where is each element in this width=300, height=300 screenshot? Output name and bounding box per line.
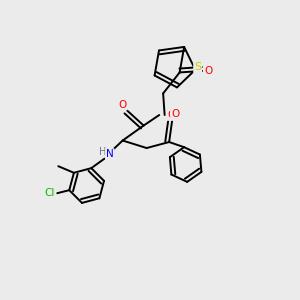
Text: Cl: Cl	[45, 188, 55, 198]
Text: S: S	[194, 62, 201, 72]
Text: H: H	[100, 147, 107, 157]
Text: O: O	[118, 100, 127, 110]
Text: O: O	[171, 109, 179, 119]
Text: O: O	[205, 66, 213, 76]
Text: N: N	[106, 149, 114, 159]
Text: O: O	[167, 110, 176, 120]
